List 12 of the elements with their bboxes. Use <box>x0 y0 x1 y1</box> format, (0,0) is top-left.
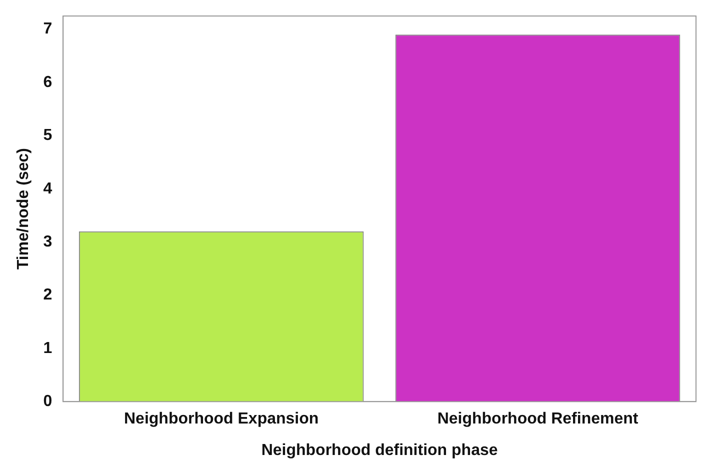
y-axis-title: Time/node (sec) <box>15 148 32 270</box>
y-tick-label: 5 <box>43 127 52 144</box>
x-tick-label: Neighborhood Refinement <box>437 410 639 428</box>
y-tick-label: 7 <box>43 20 52 38</box>
x-tick-label: Neighborhood Expansion <box>124 410 319 428</box>
y-tick-label: 0 <box>43 393 52 410</box>
y-tick-label: 3 <box>43 233 52 250</box>
y-tick-label: 4 <box>43 180 52 198</box>
y-tick-label: 2 <box>43 286 52 304</box>
x-axis-title: Neighborhood definition phase <box>261 442 498 459</box>
y-tick-label: 6 <box>43 74 52 91</box>
y-tick-label: 1 <box>43 340 52 357</box>
